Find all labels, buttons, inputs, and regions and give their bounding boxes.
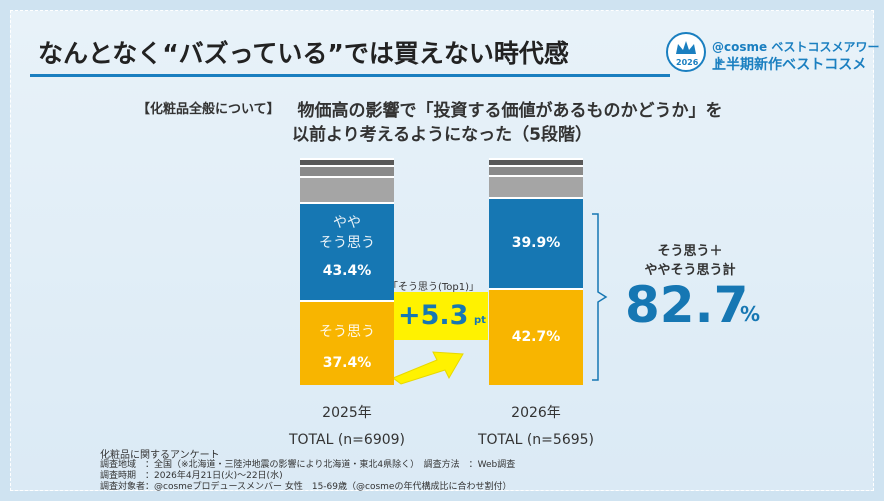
title: なんとなく“バズっている”では買えない時代感: [38, 39, 569, 68]
total-label: そう思う＋ ややそう思う計: [644, 244, 736, 278]
sample-label: TOTAL (n=6909): [288, 432, 406, 448]
value-label: 42.7%: [511, 328, 561, 345]
subtitle-tag: 【化粧品全般について】: [137, 102, 280, 117]
series-name: やや そう思う: [319, 214, 375, 251]
title-underline: [30, 74, 670, 77]
footnote: 化粧品に関するアンケート: [100, 450, 220, 461]
subtitle: 物価高の影響で「投資する価値があるものかどうか」を: [297, 101, 723, 121]
x-tick-label: 2025年: [322, 405, 372, 421]
value-label: 37.4%: [322, 354, 372, 371]
logo-text: @cosme ベストコスメアワード: [712, 40, 880, 71]
series-name: そう思う: [319, 323, 375, 340]
bar-segment: [300, 176, 394, 202]
logo-icon: [666, 32, 706, 72]
bar-segment: [489, 288, 583, 385]
diff: +5.3: [398, 300, 469, 331]
arrow: [391, 351, 464, 385]
subtitle: 以前より考えるようになった（5段階）: [292, 125, 592, 145]
x-tick-label: 2026年: [511, 405, 561, 421]
bracket: [592, 213, 608, 381]
bar-segment: [300, 158, 394, 166]
total-unit: %: [740, 302, 761, 326]
bar-segment: [489, 165, 583, 176]
total: 82.7: [625, 276, 749, 334]
diff-band: [393, 292, 488, 340]
sample-label: TOTAL (n=5695): [477, 432, 595, 448]
bar-segment: [300, 300, 394, 385]
footnote: 調査地域 ：全国（※北海道・三陸沖地震の影響により北海道・東北4県除く） 調査方…: [100, 460, 516, 470]
diff-unit: pt: [474, 315, 486, 326]
bar-segment: [489, 175, 583, 198]
footnote: 調査対象者：@cosmeプロデュースメンバー 女性 15-69歳（@cosmeの…: [100, 482, 512, 492]
panel: [10, 10, 874, 491]
value-label: 39.9%: [511, 234, 561, 251]
bar-segment: [300, 201, 394, 301]
logo-text: 上半期新作ベストコスメ: [712, 57, 867, 73]
logo-year: 2026: [676, 58, 699, 67]
bar-segment: [489, 197, 583, 289]
bar-segment: [300, 165, 394, 177]
footnote: 調査時期 ：2026年4月21日(火)～22日(水): [100, 471, 283, 481]
top1-label: 「そう思う(Top1)」: [388, 282, 480, 293]
bar-segment: [489, 158, 583, 166]
value-label: 43.4%: [322, 262, 372, 279]
